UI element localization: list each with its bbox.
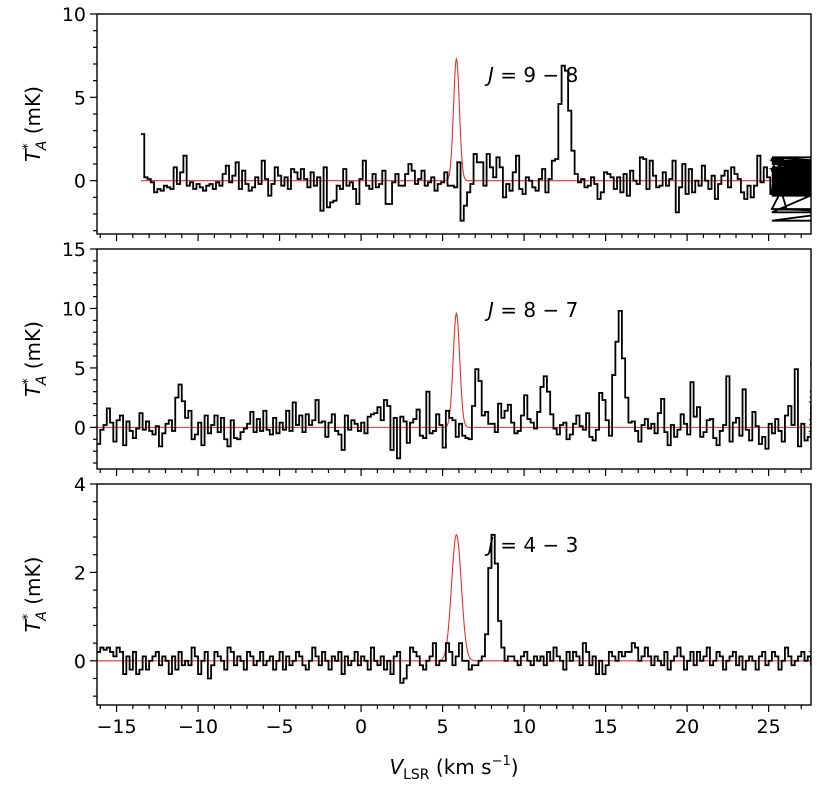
x-tick-label: 0 [355,716,367,738]
y-tick-label: 10 [62,4,86,26]
transition-label: J = 9 − 8 [484,63,578,87]
y-tick-label: 5 [74,358,86,380]
transition-label: J = 4 − 3 [484,533,578,557]
y-tick-label: 0 [74,651,86,673]
y-tick-label: 5 [74,87,86,109]
x-tick-label: −15 [97,716,137,738]
plot-frame [96,483,812,706]
y-tick-label: 15 [62,239,86,261]
x-tick-label: −5 [266,716,294,738]
x-tick-label: 10 [512,716,536,738]
x-tick-label: 20 [675,716,699,738]
x-tick-label: 5 [437,716,449,738]
y-axis-label: T*A (mK) [21,557,50,633]
x-axis-label: VLSR (km s−1) [389,754,518,783]
transition-label: J = 8 − 7 [484,298,578,322]
y-tick-label: 10 [62,298,86,320]
plot-frame [96,248,812,470]
observed-spectrum-line [141,64,811,222]
gaussian-fit-line [97,311,811,428]
plot-frame [96,13,812,235]
x-tick-label: 15 [594,716,618,738]
observed-spectrum-line [97,309,811,460]
panel-j9-8: 0 5 10 T*A (mK) J = 9 − 8 [21,4,812,241]
panel-j8-7: 0 5 10 15 T*A (mK) J = 8 − 7 [21,239,812,476]
y-axis-label: T*A (mK) [21,321,50,397]
y-tick-label: 2 [74,562,86,584]
gaussian-fit-line [97,534,811,662]
y-tick-label: 4 [74,474,86,496]
y-axis-label: T*A (mK) [21,86,50,162]
x-tick-label: 25 [757,716,781,738]
y-tick-label: 0 [74,417,86,439]
y-tick-label: 0 [74,171,86,193]
panel-j4-3: 0 2 4 −15 −10 −5 0 5 10 15 20 25 T*A (mK) J = 4 − 3 [21,474,812,738]
observed-spectrum-line [97,533,811,684]
x-tick-label: −10 [178,716,218,738]
